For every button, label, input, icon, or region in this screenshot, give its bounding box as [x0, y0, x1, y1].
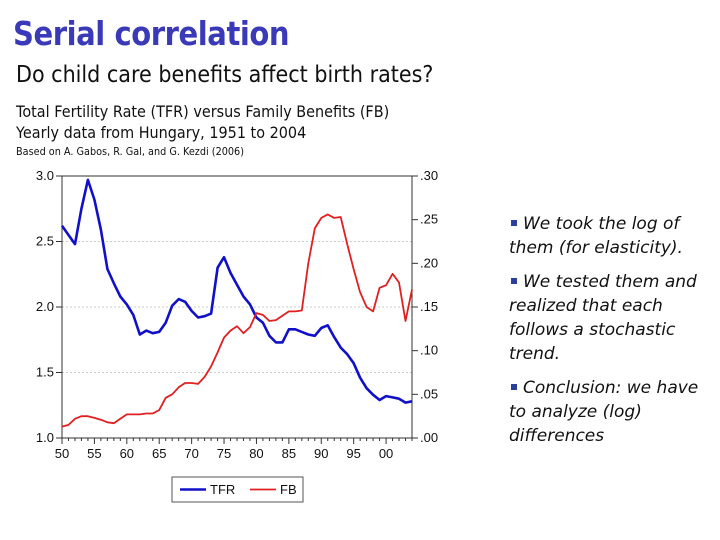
y-right-tick-label: .25 [420, 212, 438, 227]
x-tick-label: 85 [282, 446, 296, 461]
x-tick-label: 60 [120, 446, 134, 461]
y-right-tick-label: .10 [420, 343, 438, 358]
series-line-tfr [60, 178, 413, 404]
source-note: Based on A. Gabos, R. Gal, and G. Kezdi … [16, 145, 244, 158]
x-tick-label: 65 [152, 446, 166, 461]
x-tick-label: 80 [249, 446, 263, 461]
y-left-tick-label: 2.0 [36, 299, 54, 314]
x-tick-label: 90 [314, 446, 328, 461]
x-tick-label: 95 [346, 446, 360, 461]
y-right-tick-label: .00 [420, 430, 438, 445]
square-bullet-icon [511, 383, 517, 390]
x-tick-label: 70 [184, 446, 198, 461]
x-tick-label: 50 [55, 446, 69, 461]
square-bullet-icon [511, 219, 517, 226]
y-left-tick-label: 1.0 [36, 430, 54, 445]
bullet-item: We took the log of them (for elasticity)… [509, 214, 683, 258]
legend-label-tfr: TFR [210, 482, 235, 497]
bullet-list: We took the log of them (for elasticity)… [509, 212, 719, 458]
y-left-tick-label: 2.5 [36, 234, 54, 249]
bullet-item: We tested them and realized that each fo… [509, 272, 697, 364]
y-right-tick-label: .15 [420, 299, 438, 314]
chart-subtitle-2: Yearly data from Hungary, 1951 to 2004 [16, 123, 307, 142]
series-line-fb [61, 213, 413, 428]
x-tick-label: 00 [379, 446, 393, 461]
y-right-tick-label: .05 [420, 386, 438, 401]
legend-label-fb: FB [280, 482, 297, 497]
bullet-item: Conclusion: we have to analyze (log) dif… [509, 378, 699, 446]
square-bullet-icon [511, 277, 517, 284]
y-left-tick-label: 3.0 [36, 168, 54, 183]
x-tick-label: 75 [217, 446, 231, 461]
slide-title: Serial correlation [13, 14, 290, 53]
y-right-tick-label: .20 [420, 255, 438, 270]
slide-question: Do child care benefits affect birth rate… [16, 62, 434, 88]
x-tick-label: 55 [87, 446, 101, 461]
chart-subtitle-1: Total Fertility Rate (TFR) versus Family… [16, 102, 390, 121]
y-left-tick-label: 1.5 [36, 365, 54, 380]
y-right-tick-label: .30 [420, 168, 438, 183]
